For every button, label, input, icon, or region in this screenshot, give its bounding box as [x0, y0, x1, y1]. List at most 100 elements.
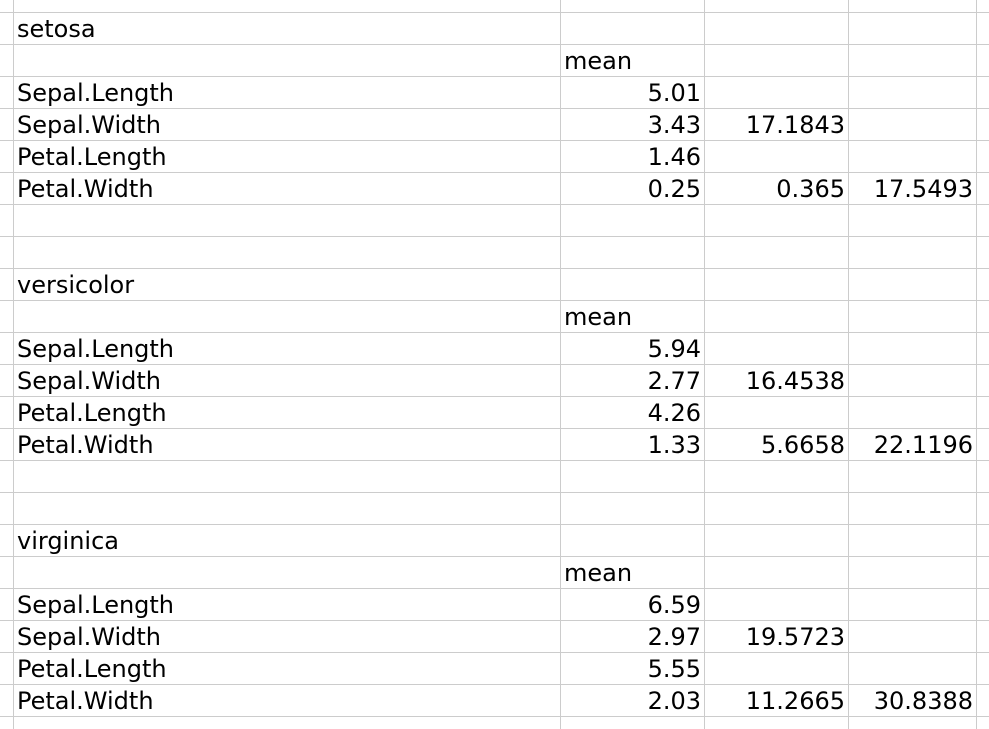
value-cell[interactable]: [849, 109, 977, 141]
grid-cell-empty[interactable]: [977, 685, 989, 717]
grid-cell-empty[interactable]: [977, 493, 989, 525]
grid-cell-empty[interactable]: [0, 205, 14, 237]
value-cell[interactable]: [561, 13, 705, 45]
row-label-cell[interactable]: [14, 0, 561, 13]
value-cell[interactable]: 17.5493: [849, 173, 977, 205]
value-cell[interactable]: mean: [561, 557, 705, 589]
grid-cell-empty[interactable]: [977, 77, 989, 109]
grid-cell-empty[interactable]: [0, 141, 14, 173]
grid-cell-empty[interactable]: [977, 397, 989, 429]
grid-cell-empty[interactable]: [977, 301, 989, 333]
value-cell[interactable]: [849, 333, 977, 365]
row-label-cell[interactable]: [14, 557, 561, 589]
grid-cell-empty[interactable]: [0, 717, 14, 729]
row-label-cell[interactable]: virginica: [14, 525, 561, 557]
value-cell[interactable]: 0.365: [705, 173, 849, 205]
row-label-cell[interactable]: [14, 493, 561, 525]
row-label-cell[interactable]: Sepal.Width: [14, 109, 561, 141]
grid-cell-empty[interactable]: [0, 13, 14, 45]
value-cell[interactable]: mean: [561, 301, 705, 333]
value-cell[interactable]: 3.43: [561, 109, 705, 141]
value-cell[interactable]: [705, 301, 849, 333]
grid-cell-empty[interactable]: [0, 109, 14, 141]
value-cell[interactable]: [561, 717, 705, 729]
value-cell[interactable]: [849, 77, 977, 109]
row-label-cell[interactable]: [14, 237, 561, 269]
grid-cell-empty[interactable]: [977, 589, 989, 621]
row-label-cell[interactable]: [14, 717, 561, 729]
value-cell[interactable]: [561, 525, 705, 557]
value-cell[interactable]: 16.4538: [705, 365, 849, 397]
grid-cell-empty[interactable]: [0, 0, 14, 13]
value-cell[interactable]: 5.55: [561, 653, 705, 685]
grid-cell-empty[interactable]: [977, 0, 989, 13]
value-cell[interactable]: [849, 45, 977, 77]
grid-cell-empty[interactable]: [0, 301, 14, 333]
grid-cell-empty[interactable]: [977, 141, 989, 173]
grid-cell-empty[interactable]: [0, 621, 14, 653]
value-cell[interactable]: [849, 589, 977, 621]
row-label-cell[interactable]: Petal.Width: [14, 429, 561, 461]
row-label-cell[interactable]: [14, 205, 561, 237]
grid-cell-empty[interactable]: [0, 365, 14, 397]
value-cell[interactable]: [705, 205, 849, 237]
value-cell[interactable]: [561, 237, 705, 269]
value-cell[interactable]: [705, 397, 849, 429]
value-cell[interactable]: [705, 13, 849, 45]
value-cell[interactable]: [705, 557, 849, 589]
row-label-cell[interactable]: Petal.Length: [14, 141, 561, 173]
grid-cell-empty[interactable]: [977, 621, 989, 653]
value-cell[interactable]: [705, 589, 849, 621]
row-label-cell[interactable]: Petal.Width: [14, 685, 561, 717]
row-label-cell[interactable]: Sepal.Width: [14, 621, 561, 653]
value-cell[interactable]: [705, 493, 849, 525]
grid-cell-empty[interactable]: [977, 557, 989, 589]
grid-cell-empty[interactable]: [977, 173, 989, 205]
grid-cell-empty[interactable]: [0, 237, 14, 269]
value-cell[interactable]: [849, 397, 977, 429]
grid-cell-empty[interactable]: [977, 525, 989, 557]
value-cell[interactable]: [705, 717, 849, 729]
value-cell[interactable]: 17.1843: [705, 109, 849, 141]
value-cell[interactable]: [705, 237, 849, 269]
grid-cell-empty[interactable]: [977, 237, 989, 269]
value-cell[interactable]: [561, 0, 705, 13]
value-cell[interactable]: 2.77: [561, 365, 705, 397]
grid-cell-empty[interactable]: [977, 205, 989, 237]
value-cell[interactable]: [849, 13, 977, 45]
grid-cell-empty[interactable]: [0, 45, 14, 77]
value-cell[interactable]: [705, 141, 849, 173]
value-cell[interactable]: [849, 365, 977, 397]
value-cell[interactable]: 1.46: [561, 141, 705, 173]
value-cell[interactable]: 2.03: [561, 685, 705, 717]
value-cell[interactable]: [849, 653, 977, 685]
value-cell[interactable]: 5.01: [561, 77, 705, 109]
value-cell[interactable]: [849, 205, 977, 237]
value-cell[interactable]: 4.26: [561, 397, 705, 429]
grid-cell-empty[interactable]: [977, 269, 989, 301]
value-cell[interactable]: [561, 269, 705, 301]
value-cell[interactable]: [849, 461, 977, 493]
value-cell[interactable]: 11.2665: [705, 685, 849, 717]
value-cell[interactable]: [705, 269, 849, 301]
value-cell[interactable]: 6.59: [561, 589, 705, 621]
grid-cell-empty[interactable]: [977, 653, 989, 685]
value-cell[interactable]: [561, 205, 705, 237]
value-cell[interactable]: [849, 269, 977, 301]
row-label-cell[interactable]: Petal.Length: [14, 653, 561, 685]
grid-cell-empty[interactable]: [0, 77, 14, 109]
grid-cell-empty[interactable]: [0, 333, 14, 365]
grid-cell-empty[interactable]: [0, 269, 14, 301]
value-cell[interactable]: [849, 621, 977, 653]
value-cell[interactable]: [705, 45, 849, 77]
row-label-cell[interactable]: setosa: [14, 13, 561, 45]
value-cell[interactable]: [849, 557, 977, 589]
grid-cell-empty[interactable]: [977, 45, 989, 77]
grid-cell-empty[interactable]: [0, 557, 14, 589]
row-label-cell[interactable]: Sepal.Length: [14, 589, 561, 621]
row-label-cell[interactable]: versicolor: [14, 269, 561, 301]
value-cell[interactable]: 19.5723: [705, 621, 849, 653]
value-cell[interactable]: 5.94: [561, 333, 705, 365]
value-cell[interactable]: [705, 0, 849, 13]
value-cell[interactable]: [849, 141, 977, 173]
